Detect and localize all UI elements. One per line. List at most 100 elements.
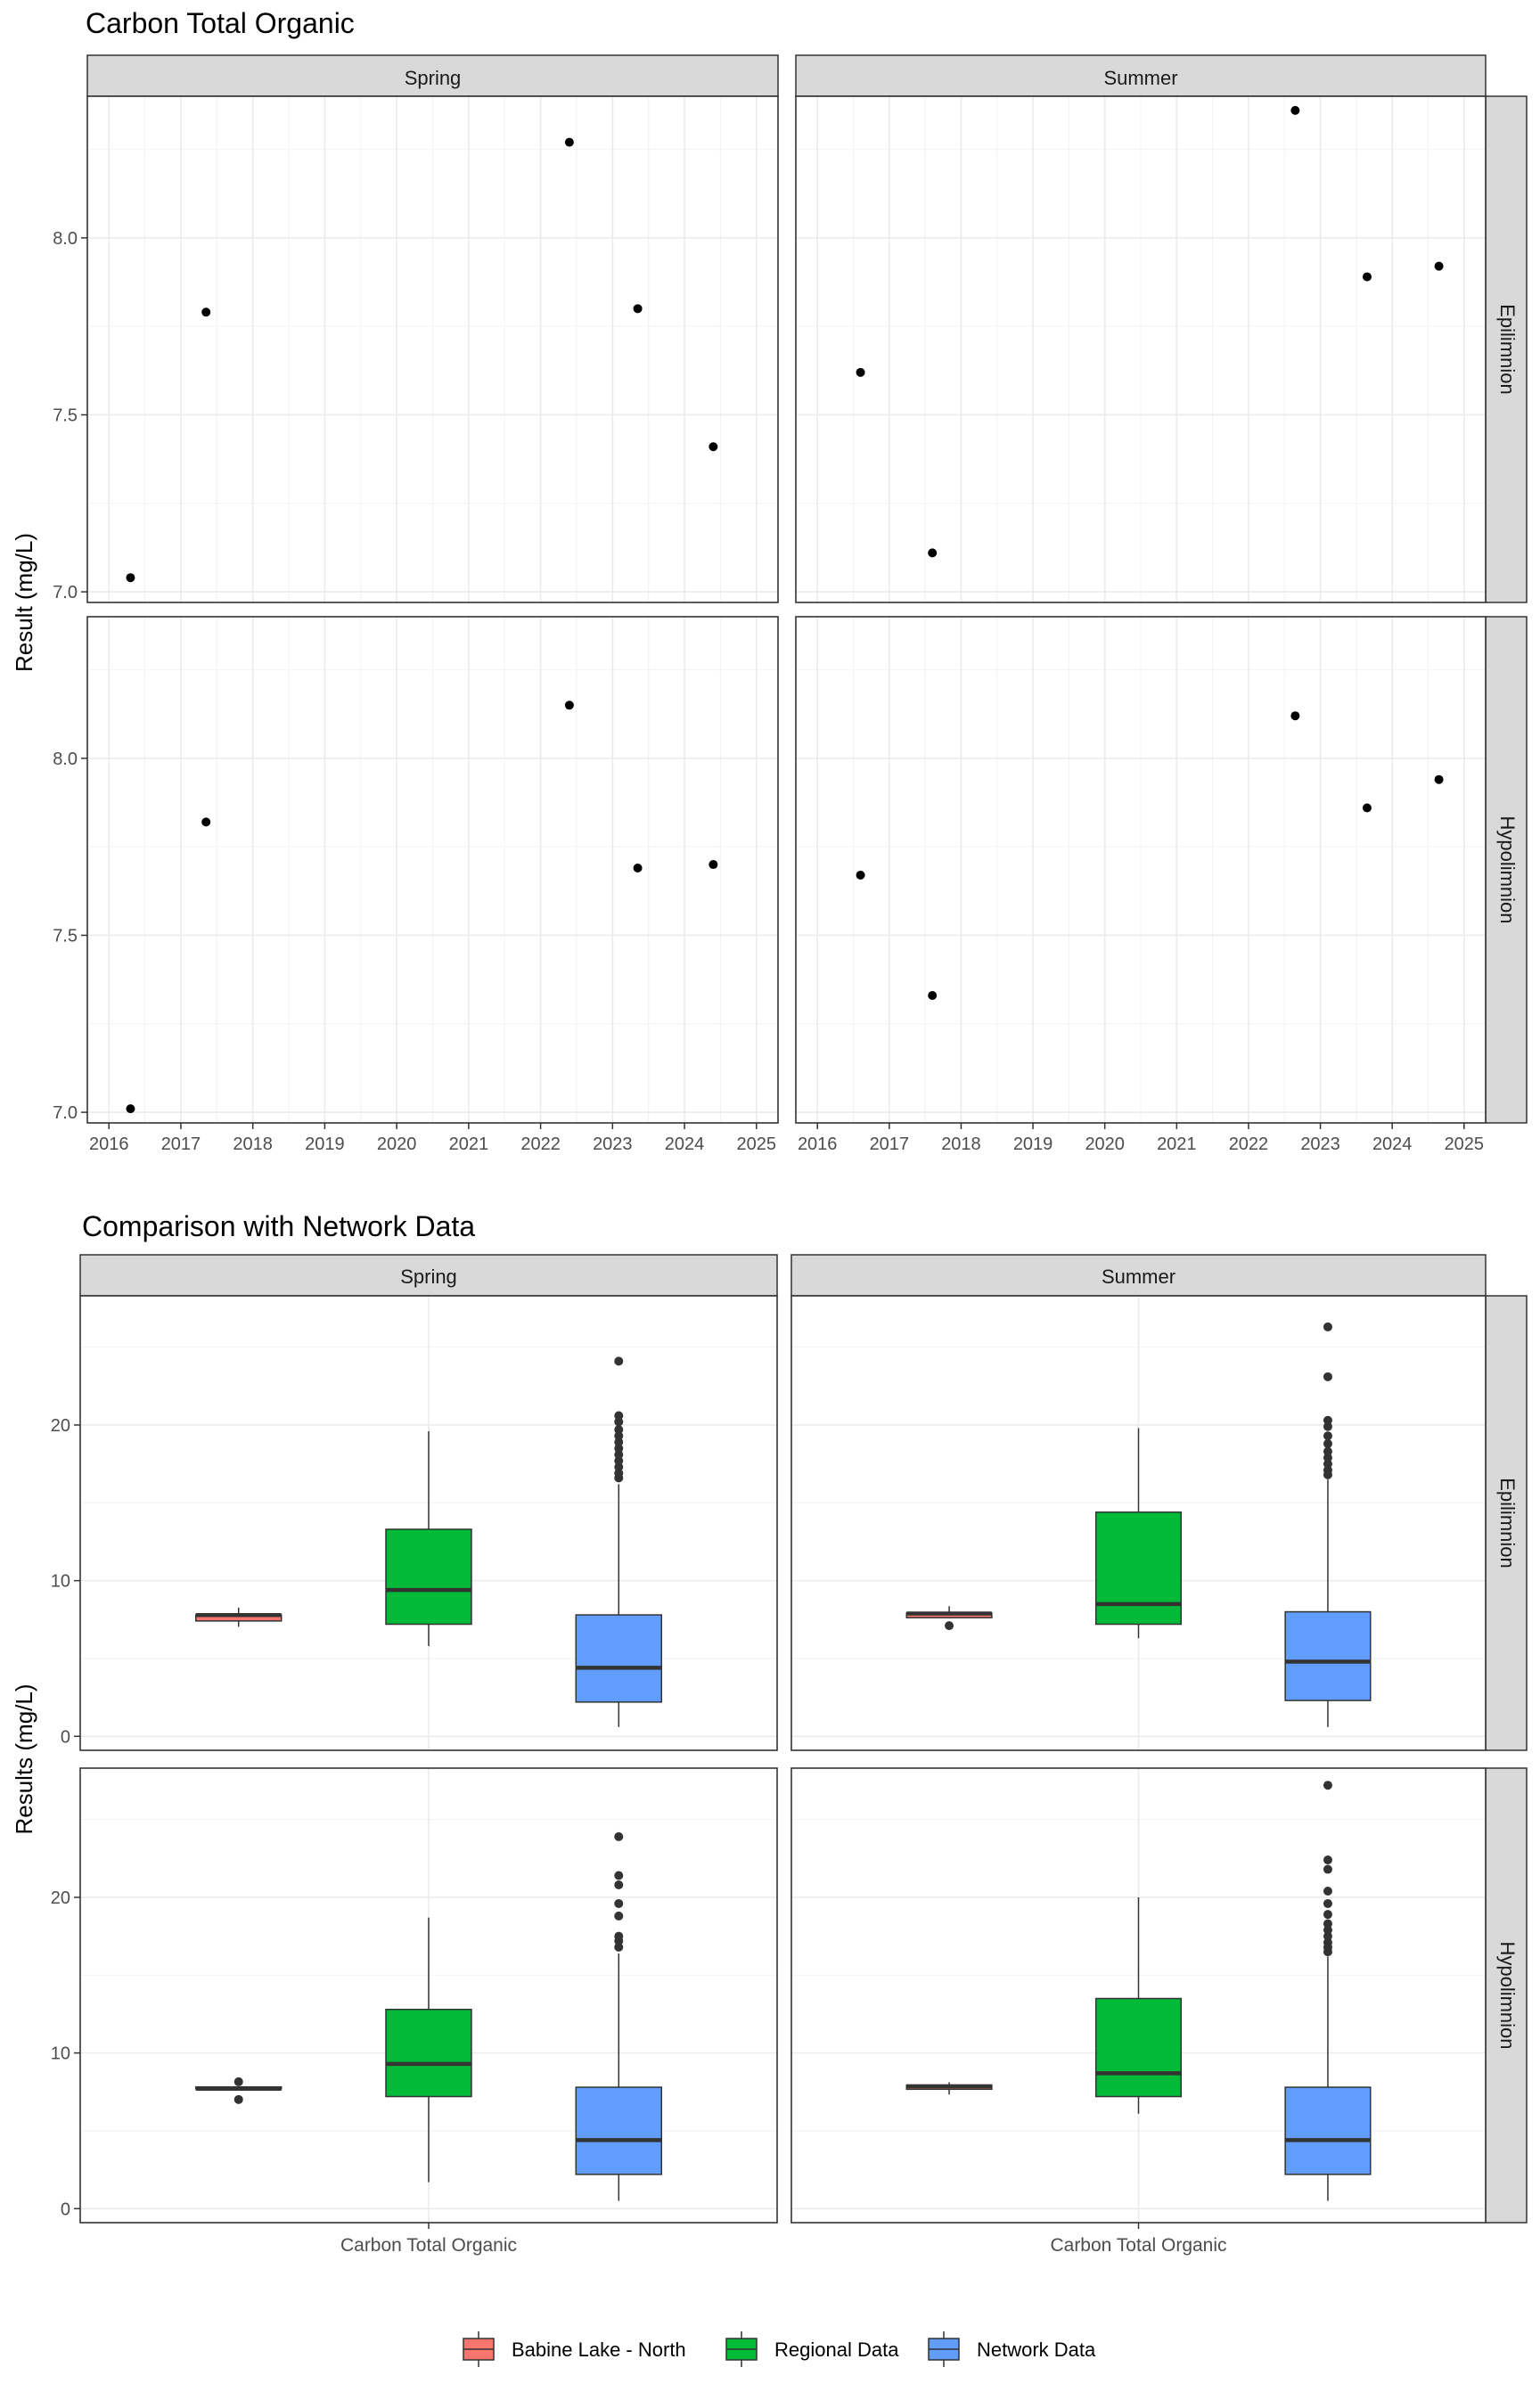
data-point xyxy=(633,304,643,314)
outlier-point xyxy=(614,1438,624,1447)
x-tick-label: 2021 xyxy=(449,1134,489,1154)
facet-label: Hypolimnion xyxy=(1496,1941,1519,2049)
box-body xyxy=(575,1614,663,1703)
y-axis-label: Results (mg/L) xyxy=(11,1683,37,1834)
outlier-point xyxy=(614,1911,624,1921)
x-tick-label: Carbon Total Organic xyxy=(340,2235,517,2256)
legend-label: Babine Lake - North xyxy=(512,2339,686,2361)
data-point xyxy=(126,1104,135,1114)
box-network-data xyxy=(575,1831,663,2201)
y-tick-label: 20 xyxy=(51,1416,70,1436)
data-point xyxy=(201,307,211,317)
box-babine-lake-north xyxy=(905,2082,993,2095)
data-point xyxy=(709,442,718,452)
outlier-point xyxy=(614,1931,624,1941)
data-point xyxy=(126,573,135,583)
facet-strip-epilimnion xyxy=(1485,95,1528,603)
outlier-point xyxy=(614,1431,624,1441)
x-tick-label: 2024 xyxy=(1372,1134,1413,1154)
data-point xyxy=(928,991,938,1001)
panel-border xyxy=(79,1295,778,1751)
box-body xyxy=(1094,1997,1183,2098)
facet-label: Epilimnion xyxy=(1496,1478,1519,1569)
x-tick-label: 2018 xyxy=(233,1134,273,1154)
data-point xyxy=(1290,105,1300,115)
data-point xyxy=(1434,774,1444,784)
outlier-point xyxy=(1323,1431,1332,1441)
facet-strip-spring xyxy=(86,54,779,97)
facet-strip-hypolimnion xyxy=(1485,1767,1528,2224)
box-body xyxy=(385,2008,472,2098)
x-tick-label: 2022 xyxy=(1229,1134,1269,1154)
facet-label: Spring xyxy=(405,67,462,89)
outlier-point xyxy=(614,1831,624,1841)
x-tick-label: 2016 xyxy=(89,1134,129,1154)
box-body xyxy=(1284,1610,1372,1701)
panel-border xyxy=(795,95,1487,603)
data-point xyxy=(1290,711,1300,721)
outlier-point xyxy=(1323,1446,1332,1456)
box-network-data xyxy=(1284,1781,1372,2201)
comparison-chart-title: Comparison with Network Data xyxy=(82,1210,476,1242)
x-tick-label: 2025 xyxy=(1445,1134,1485,1154)
data-point xyxy=(201,817,211,827)
outlier-point xyxy=(614,1411,624,1421)
box-babine-lake-north xyxy=(905,1606,993,1631)
outlier-point xyxy=(1323,1910,1332,1920)
outlier-point xyxy=(1323,1781,1332,1790)
box-panel xyxy=(79,1295,778,1751)
outlier-point xyxy=(614,1898,624,1908)
x-tick-label: 2023 xyxy=(1300,1134,1340,1154)
outlier-point xyxy=(1323,1453,1332,1462)
data-point xyxy=(856,870,865,880)
outlier-point xyxy=(614,1880,624,1889)
x-tick-label: Carbon Total Organic xyxy=(1050,2235,1226,2256)
y-tick-label: 7.5 xyxy=(53,926,78,946)
y-tick-label: 10 xyxy=(51,1572,70,1592)
box-body xyxy=(385,1528,472,1626)
outlier-point xyxy=(1323,1855,1332,1865)
y-tick-label: 7.0 xyxy=(53,583,78,602)
scatter-panel xyxy=(795,616,1487,1124)
facet-strip-hypolimnion xyxy=(1485,616,1528,1124)
facet-label: Summer xyxy=(1102,1266,1175,1288)
legend: Babine Lake - North Regional Data Network … xyxy=(463,2331,1096,2367)
box-body xyxy=(1094,1511,1183,1626)
scatter-panel xyxy=(86,95,779,603)
outlier-point xyxy=(1323,1937,1332,1947)
box-regional-data xyxy=(385,1430,472,1646)
outlier-point xyxy=(1323,1322,1332,1331)
x-tick-label: 2022 xyxy=(520,1134,561,1154)
outlier-point xyxy=(614,1425,624,1435)
panel-border xyxy=(790,1295,1487,1751)
x-tick-label: 2020 xyxy=(377,1134,417,1154)
panel-border xyxy=(86,616,779,1124)
y-tick-label: 7.5 xyxy=(53,405,78,425)
box-babine-lake-north xyxy=(194,2076,283,2104)
outlier-point xyxy=(614,1444,624,1454)
data-point xyxy=(564,700,574,710)
panel-border xyxy=(86,95,779,603)
data-point xyxy=(633,864,643,873)
chart-title: Carbon Total Organic xyxy=(86,7,355,39)
box-body xyxy=(1284,2086,1372,2175)
scatter-panel xyxy=(795,95,1487,603)
box-panel xyxy=(79,1767,778,2224)
outlier-point xyxy=(1323,1925,1332,1935)
box-babine-lake-north xyxy=(194,1607,283,1627)
outlier-point xyxy=(614,1469,624,1478)
outlier-point xyxy=(1323,1438,1332,1448)
x-tick-label: 2017 xyxy=(870,1134,910,1154)
box-regional-data xyxy=(385,1917,472,2183)
data-point xyxy=(709,860,718,870)
outlier-point xyxy=(1323,1931,1332,1941)
box-panel xyxy=(790,1767,1487,2224)
facet-label: Spring xyxy=(400,1266,457,1288)
x-tick-label: 2019 xyxy=(1013,1134,1053,1154)
outlier-point xyxy=(1323,1459,1332,1469)
legend-item: Babine Lake - North xyxy=(463,2331,686,2367)
y-tick-label: 8.0 xyxy=(53,749,78,769)
outlier-point xyxy=(614,1450,624,1460)
